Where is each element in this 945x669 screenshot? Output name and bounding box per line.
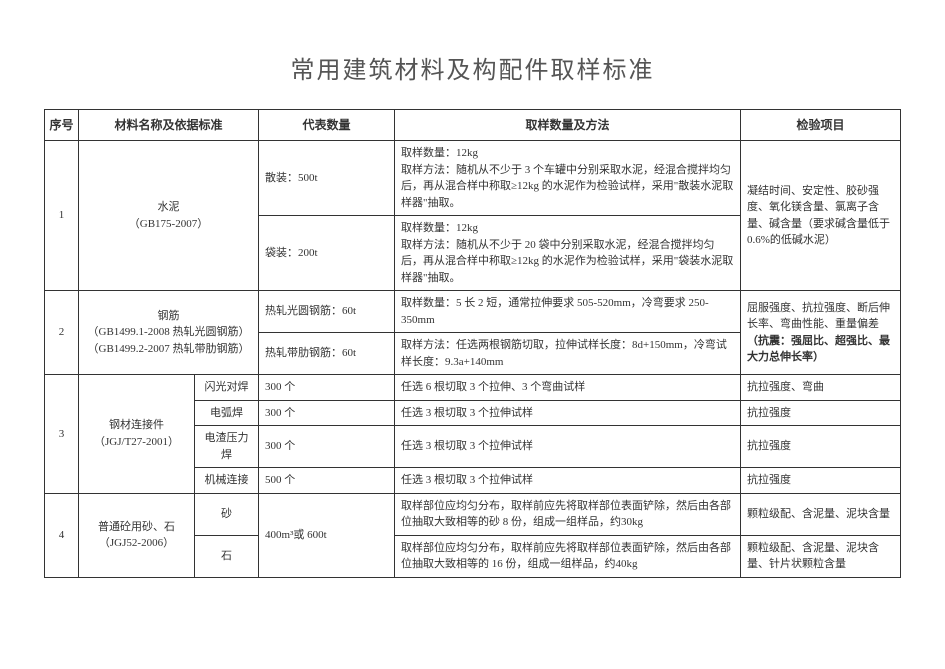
cell-qty: 500 个 [259, 468, 395, 494]
cell-qty: 热轧光圆钢筋：60t [259, 291, 395, 333]
cell-method: 取样部位应均匀分布，取样前应先将取样部位表面铲除，然后由各部位抽取大致相等的 1… [395, 535, 741, 577]
cell-method: 任选 3 根切取 3 个拉伸试样 [395, 468, 741, 494]
test-bold-text: （抗震：强屈比、超强比、最大力总伸长率） [747, 335, 890, 364]
cell-subtype: 电弧焊 [195, 400, 259, 426]
cell-test: 抗拉强度 [741, 468, 901, 494]
cell-method: 取样方法：任选两根钢筋切取，拉伸试样长度：8d+150mm，冷弯试样长度：9.3… [395, 333, 741, 375]
sampling-standards-table: 序号 材料名称及依据标准 代表数量 取样数量及方法 检验项目 1 水泥（GB17… [44, 109, 901, 578]
cell-method: 任选 6 根切取 3 个拉伸、3 个弯曲试样 [395, 375, 741, 401]
cell-test: 凝结时间、安定性、胶砂强度、氧化镁含量、氯离子含量、碱含量（要求碱含量低于0.6… [741, 141, 901, 291]
cell-seq: 1 [45, 141, 79, 291]
cell-subtype: 电渣压力焊 [195, 426, 259, 468]
header-method: 取样数量及方法 [395, 110, 741, 141]
cell-method: 任选 3 根切取 3 个拉伸试样 [395, 426, 741, 468]
cell-test: 颗粒级配、含泥量、泥块含量、针片状颗粒含量 [741, 535, 901, 577]
cell-subtype: 机械连接 [195, 468, 259, 494]
cell-subtype: 砂 [195, 493, 259, 535]
cell-subtype: 闪光对焊 [195, 375, 259, 401]
cell-method: 任选 3 根切取 3 个拉伸试样 [395, 400, 741, 426]
page-title: 常用建筑材料及构配件取样标准 [44, 50, 901, 85]
cell-method: 取样数量：5 长 2 短，通常拉伸要求 505-520mm，冷弯要求 250-3… [395, 291, 741, 333]
cell-qty: 300 个 [259, 400, 395, 426]
header-name: 材料名称及依据标准 [79, 110, 259, 141]
cell-test: 屈服强度、抗拉强度、断后伸长率、弯曲性能、重量偏差 （抗震：强屈比、超强比、最大力… [741, 291, 901, 375]
cell-method: 取样数量：12kg取样方法：随机从不少于 20 袋中分别采取水泥，经混合搅拌均匀… [395, 216, 741, 291]
cell-qty: 300 个 [259, 426, 395, 468]
test-plain-text: 屈服强度、抗拉强度、断后伸长率、弯曲性能、重量偏差 [747, 302, 890, 331]
cell-test: 抗拉强度 [741, 426, 901, 468]
cell-qty: 散装：500t [259, 141, 395, 216]
cell-qty: 300 个 [259, 375, 395, 401]
cell-seq: 2 [45, 291, 79, 375]
table-row: 2 钢筋（GB1499.1-2008 热轧光圆钢筋）（GB1499.2-2007… [45, 291, 901, 333]
cell-material-name: 普通砼用砂、石（JGJ52-2006） [79, 493, 195, 577]
cell-subtype: 石 [195, 535, 259, 577]
cell-seq: 3 [45, 375, 79, 494]
cell-seq: 4 [45, 493, 79, 577]
cell-qty: 400m³或 600t [259, 493, 395, 577]
cell-material-name: 钢筋（GB1499.1-2008 热轧光圆钢筋）（GB1499.2-2007 热… [79, 291, 259, 375]
header-seq: 序号 [45, 110, 79, 141]
cell-test: 颗粒级配、含泥量、泥块含量 [741, 493, 901, 535]
header-test: 检验项目 [741, 110, 901, 141]
cell-material-name: 水泥（GB175-2007） [79, 141, 259, 291]
cell-method: 取样部位应均匀分布，取样前应先将取样部位表面铲除，然后由各部位抽取大致相等的砂 … [395, 493, 741, 535]
cell-method: 取样数量：12kg取样方法：随机从不少于 3 个车罐中分别采取水泥，经混合搅拌均… [395, 141, 741, 216]
cell-test: 抗拉强度 [741, 400, 901, 426]
header-qty: 代表数量 [259, 110, 395, 141]
table-row: 4 普通砼用砂、石（JGJ52-2006） 砂 400m³或 600t 取样部位… [45, 493, 901, 535]
cell-material-name: 钢材连接件（JGJ/T27-2001） [79, 375, 195, 494]
cell-qty: 热轧带肋钢筋：60t [259, 333, 395, 375]
table-row: 3 钢材连接件（JGJ/T27-2001） 闪光对焊 300 个 任选 6 根切… [45, 375, 901, 401]
table-header-row: 序号 材料名称及依据标准 代表数量 取样数量及方法 检验项目 [45, 110, 901, 141]
cell-test: 抗拉强度、弯曲 [741, 375, 901, 401]
table-row: 1 水泥（GB175-2007） 散装：500t 取样数量：12kg取样方法：随… [45, 141, 901, 216]
cell-qty: 袋装：200t [259, 216, 395, 291]
